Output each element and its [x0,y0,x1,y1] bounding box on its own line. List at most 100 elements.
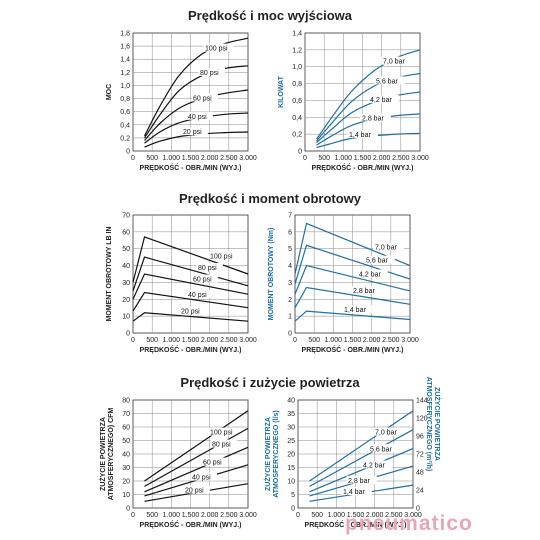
y-tick-label: 3 [288,280,292,287]
y-axis-label-line1: ZUŻYCIE POWIETRZA [264,417,272,491]
x-axis-label: PRĘDKOŚĆ - OBR./MIN (WYJ.) [140,520,242,529]
series-label-bg [342,305,373,314]
series-line [143,37,249,137]
series-line [294,264,411,295]
section-title-torque: Prędkość i moment obrotowy [178,191,362,206]
series-label: 4,2 bar [370,97,392,104]
y-tick-label: 5 [288,246,292,253]
y-tick-label: 1,4 [292,31,302,38]
series-label: 4,2 bar [363,462,385,469]
series-label-bg [360,113,391,122]
series-label-bg [201,457,228,466]
y-tick-label: 0 [126,149,130,156]
y-tick-label: 60 [122,425,130,432]
series-label-bg [381,56,412,65]
y-tick-label: 2 [288,297,292,304]
series-label-bg [364,255,395,264]
series-label-bg [357,269,388,278]
y-tick-label: 1,4 [120,57,130,64]
series-label: 2,8 bar [353,288,375,295]
y-axis-label-line2: ATMOSFERYCZNEGO) CFM [108,408,115,501]
x-axis-label: PRĘDKOŚĆ - OBR./MIN (WYJ.) [140,163,242,172]
x-tick-label: 2.500 [382,337,400,344]
x-tick-label: 1.500 [347,512,365,519]
y-tick-label: 20 [122,297,130,304]
series-label: 4,2 bar [359,271,381,278]
series-label-bg [208,251,239,260]
x-tick-label: 1.000 [325,337,343,344]
series-label: 1,4 bar [349,132,371,139]
watermark-logo: pneumatico [345,512,473,535]
y-tick-label: 1 [288,314,292,321]
y-axis-label: MOMENT OBROTOWY LB IN [106,226,113,321]
series-line [294,244,411,285]
y-tick-label: 25 [287,438,295,445]
x-tick-label: 1.500 [182,337,200,344]
x-tick-label: 3.000 [404,512,422,519]
series-label-bg [183,485,210,494]
y-right-tick-label: 72 [416,452,424,459]
x-tick-label: 2.000 [201,155,219,162]
series-label-bg [179,306,206,315]
y-tick-label: 1,2 [292,47,302,54]
series-line [294,286,411,308]
y-axis-label: MOC [106,84,113,100]
x-tick-label: 0 [303,155,307,162]
series-label-bg [351,286,382,295]
series-label: 100 psi [210,253,233,260]
series-line [316,49,421,140]
series-label-bg [190,472,217,481]
y-tick-label: 20 [287,452,295,459]
x-tick-label: 2.000 [373,155,391,162]
series-label-bg [341,487,372,496]
y-tick-label: 50 [122,438,130,445]
series-line [294,310,411,322]
series-line [309,448,414,493]
series-label-bg [346,475,377,484]
y-tick-label: 5 [291,492,295,499]
series-label: 5,6 bar [370,446,392,453]
x-tick-label: 2.500 [220,512,238,519]
y-right-tick-label: 48 [416,470,424,477]
series-line [294,222,411,275]
series-label-bg [368,444,399,453]
y-right-tick-label: 96 [416,434,424,441]
series-label: 60 psi [193,276,212,283]
x-tick-label: 1.500 [182,155,200,162]
series-label: 1,4 bar [344,307,366,314]
x-tick-label: 500 [146,512,158,519]
series-label-bg [361,460,392,469]
series-line [144,427,249,487]
y-tick-label: 35 [287,411,295,418]
y-tick-label: 0 [126,331,130,338]
x-axis-label: PRĘDKOŚĆ - OBR./MIN (WYJ.) [305,520,407,529]
y-right-tick-label: 0 [416,506,420,513]
y-tick-label: 30 [122,280,130,287]
series-label-bg [373,427,404,436]
y-tick-label: 0 [126,506,130,513]
x-tick-label: 1.000 [328,512,346,519]
series-label-bg [186,289,213,298]
x-axis-label: PRĘDKOŚĆ - OBR./MIN (WYJ.) [302,345,404,354]
section-title-power: Prędkość i moc wyjściowa [187,8,353,23]
series-label: 7,0 bar [375,430,397,437]
y-tick-label: 0,8 [120,96,130,103]
series-label-bg [210,439,237,448]
x-tick-label: 3.000 [401,337,419,344]
x-axis-label: PRĘDKOŚĆ - OBR./MIN (WYJ.) [312,163,414,172]
y-tick-label: 1,0 [292,64,302,71]
x-tick-label: 2.000 [201,337,219,344]
y-axis-label-line2: ATMOSFERYCZNEGO (l/s) [273,410,280,498]
series-label-bg [198,67,225,76]
y-axis-label-line1: ZUŻYCIE POWIETRZA [99,417,107,491]
x-tick-label: 2.500 [220,337,238,344]
x-tick-label: 500 [146,155,158,162]
series-label: 5,6 bar [376,78,398,85]
series-line [132,291,249,312]
series-label: 60 psi [193,95,212,102]
y-tick-label: 30 [122,465,130,472]
series-label: 100 psi [210,430,233,437]
series-line [132,273,249,300]
x-tick-label: 1.000 [163,155,181,162]
